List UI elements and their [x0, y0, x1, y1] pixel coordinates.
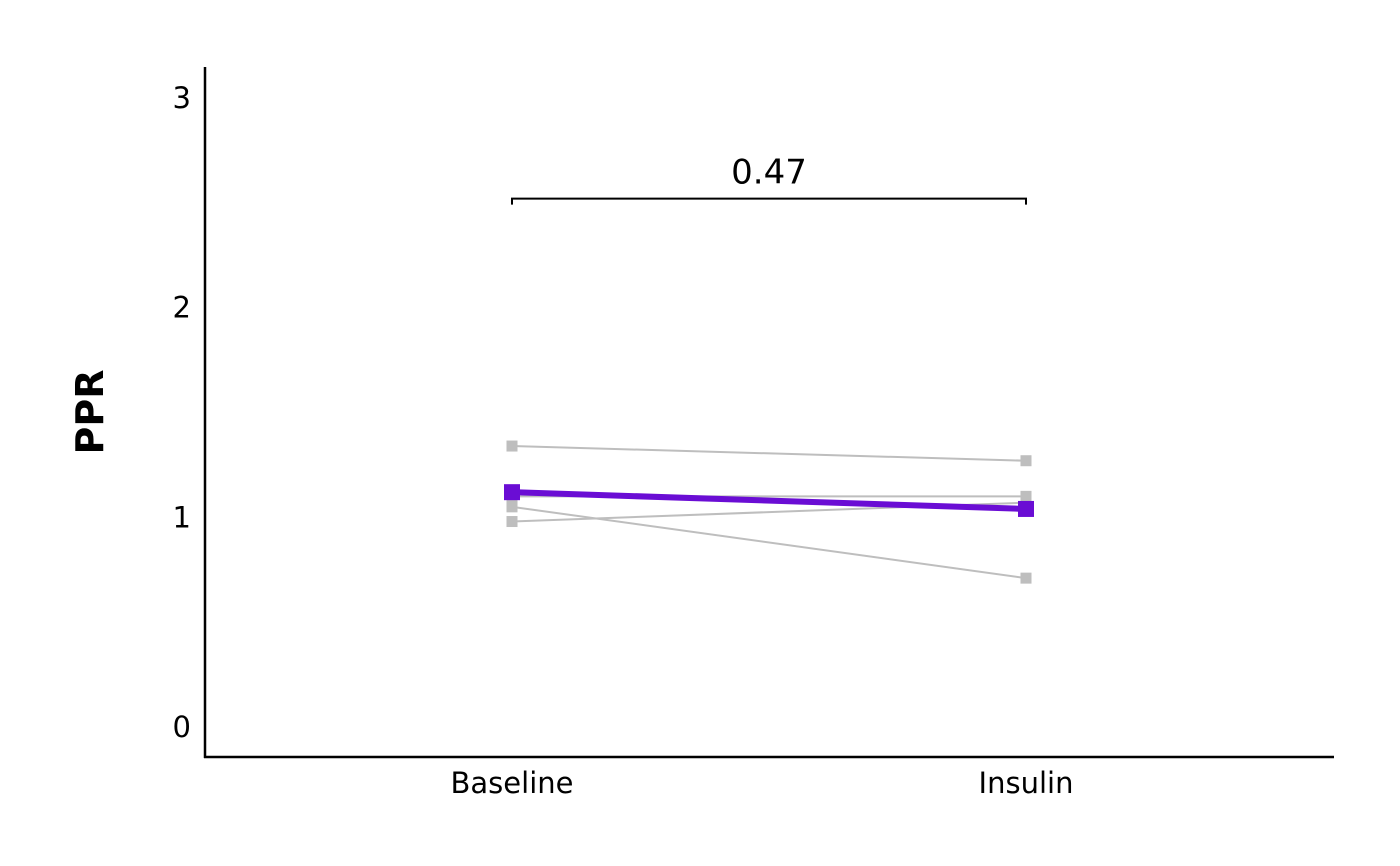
y-tick-label: 3 — [173, 81, 191, 115]
y-tick-labels: 0 1 2 3 — [173, 81, 191, 744]
mean-series-line — [511, 489, 1027, 512]
x-tick-label: Baseline — [451, 766, 574, 800]
individual-point-marker — [506, 501, 518, 513]
x-tick-labels: Baseline Insulin — [451, 766, 1074, 800]
mean-point-marker — [1018, 500, 1034, 517]
individual-point-marker — [506, 516, 518, 528]
plot-markers — [504, 484, 1034, 517]
individual-point-marker — [1020, 455, 1032, 467]
x-tick-label: Insulin — [979, 766, 1074, 800]
y-tick-label: 0 — [173, 710, 191, 744]
y-tick-label: 2 — [173, 291, 191, 325]
individual-point-marker — [1020, 572, 1032, 584]
y-axis-title: PPR — [68, 370, 112, 455]
individual-series-line — [511, 445, 1027, 462]
individual-point-marker — [1020, 490, 1032, 502]
y-tick-label: 1 — [173, 500, 191, 534]
mean-point-marker — [504, 484, 520, 501]
p-value-label: 0.47 — [731, 153, 807, 193]
significance-bracket — [511, 197, 1027, 205]
individual-series-line — [511, 505, 1027, 580]
individual-point-marker — [506, 440, 518, 452]
plot-lines — [506, 440, 1032, 584]
significance-annotation: 0.47 — [511, 153, 1027, 205]
